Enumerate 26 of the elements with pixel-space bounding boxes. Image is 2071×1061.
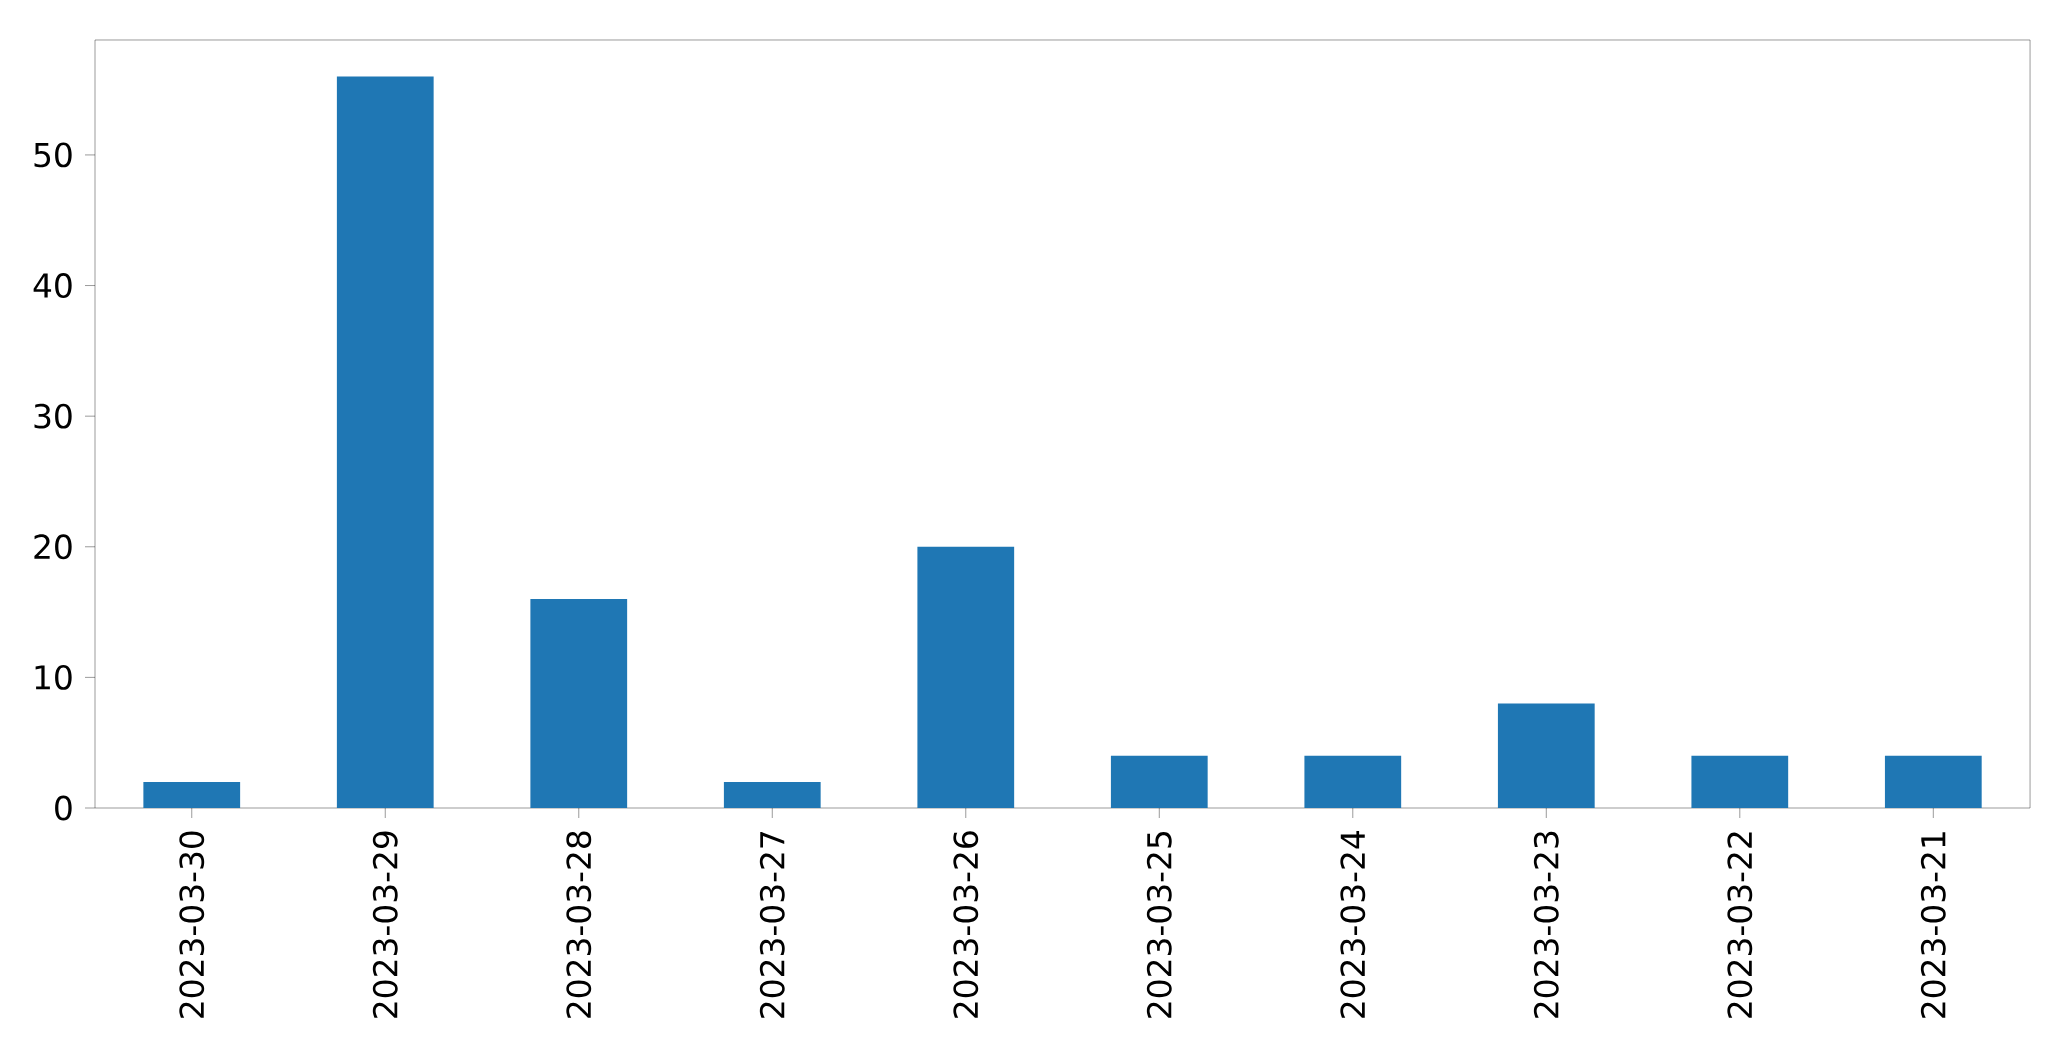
x-tick-label: 2023-03-27 [759,832,785,1018]
x-tick-label: 2023-03-29 [372,831,398,1018]
bar [1691,755,1789,808]
bar [530,599,628,808]
bar [723,781,821,808]
bar [917,546,1015,808]
x-tick-label: 2023-03-21 [1920,832,1946,1018]
y-tick-label: 10 [35,664,72,690]
y-tick-label: 20 [34,534,72,560]
x-tick-label: 2023-03-22 [1727,832,1753,1018]
bar [336,76,434,808]
y-tick-label: 0 [55,795,72,821]
bar [1497,703,1595,808]
x-tick-label: 2023-03-26 [953,831,979,1018]
bar [1304,755,1402,808]
bar [143,781,241,808]
bar [1110,755,1208,808]
bar [1884,755,1982,808]
y-tick-label: 40 [33,273,72,298]
y-tick-label: 30 [34,403,72,429]
x-tick-label: 2023-03-28 [566,831,592,1018]
x-tick-label: 2023-03-25 [1146,832,1172,1018]
x-tick-label: 2023-03-24 [1340,831,1366,1018]
y-tick-label: 50 [34,142,72,168]
x-tick-label: 2023-03-23 [1533,831,1559,1018]
x-tick-label: 2023-03-30 [179,831,205,1018]
